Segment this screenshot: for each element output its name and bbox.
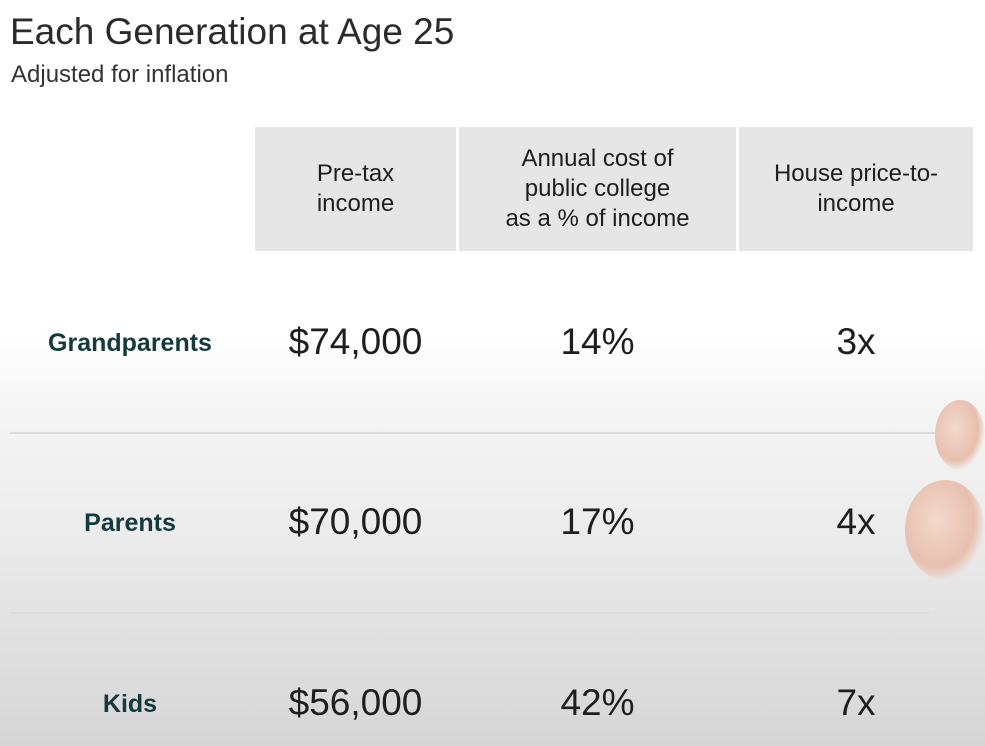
- column-header-label: Annual cost of public college as a % of …: [505, 145, 690, 232]
- cell-income-kids: $56,000: [288, 682, 423, 723]
- row-divider: [10, 432, 945, 434]
- column-header-label: Pre-tax income: [316, 160, 395, 217]
- cell-house-parents: 4x: [836, 501, 876, 542]
- chart-subtitle: Adjusted for inflation: [11, 61, 229, 88]
- column-header-label: House price-to- income: [773, 160, 939, 217]
- row-divider: [10, 612, 930, 614]
- row-label-kids: Kids: [102, 690, 158, 718]
- cell-income-parents: $70,000: [288, 501, 423, 542]
- cell-college-parents: 17%: [560, 501, 635, 542]
- cell-college-grandparents: 14%: [560, 321, 635, 362]
- cell-house-grandparents: 3x: [836, 321, 876, 362]
- column-header-college-cost: Annual cost of public college as a % of …: [459, 127, 736, 251]
- presenter-hand-image: [935, 400, 985, 470]
- column-header-pretax-income: Pre-tax income: [255, 127, 456, 251]
- row-label-grandparents: Grandparents: [48, 329, 212, 357]
- presenter-hand-image: [905, 480, 985, 580]
- cell-house-kids: 7x: [836, 682, 876, 723]
- cell-college-kids: 42%: [560, 682, 635, 723]
- chart-title: Each Generation at Age 25: [10, 11, 455, 52]
- cell-income-grandparents: $74,000: [288, 321, 423, 362]
- row-label-parents: Parents: [84, 509, 176, 537]
- column-header-house-price: House price-to- income: [739, 127, 973, 251]
